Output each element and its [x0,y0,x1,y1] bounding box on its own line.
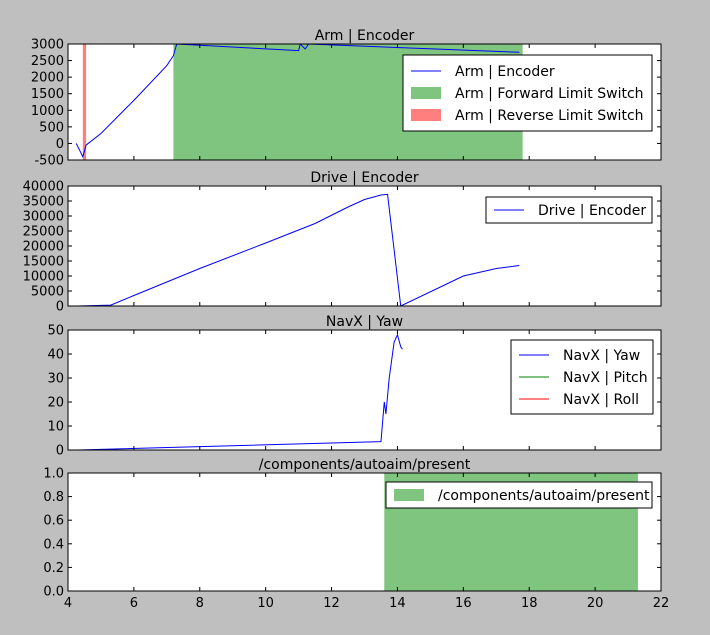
y-tick-label: 35000 [23,195,64,210]
y-tick-label: 0.2 [43,561,64,576]
series-line [77,193,520,306]
y-tick-label: 500 [39,120,64,135]
y-tick-label: 15000 [23,255,64,270]
x-tick-label: 4 [64,596,72,611]
y-tick-label: 25000 [23,225,64,240]
legend: NavX | Yaw NavX | Pitch NavX | Roll [510,339,654,415]
y-tick-label: 0.0 [43,585,64,600]
subplot-title: Drive | Encoder [310,170,418,186]
y-tick-label: 0 [56,137,64,152]
y-tick-label: 40 [47,348,64,363]
x-tick-label: 8 [196,596,204,611]
y-tick-label: 0.6 [43,514,64,529]
subplot-2: 0500010000150002000025000300003500040000… [23,170,662,315]
subplot-title: /components/autoaim/present [259,457,471,473]
x-tick-label: 18 [521,596,538,611]
x-tick-label: 12 [323,596,340,611]
legend-entry: Arm | Encoder [455,64,555,80]
y-tick-label: 50 [47,324,64,339]
x-tick-label: 20 [587,596,604,611]
axes-frame [67,329,662,451]
legend-entry: Arm | Reverse Limit Switch [455,108,644,124]
subplot-4: 0.0 0.2 0.4 0.6 0.8 1.0 4 6 8 10 12 14 16 18 20 22/comp… [43,457,669,611]
x-tick-label: 6 [130,596,138,611]
series-line [77,333,403,450]
y-tick-label: 0.8 [43,490,64,505]
legend-entry: NavX | Pitch [563,370,648,386]
legend-entry: /components/autoaim/present [438,488,650,504]
y-tick-label: 2000 [31,71,64,86]
y-tick-label: 30 [47,372,64,387]
subplot-title: Arm | Encoder [315,28,415,44]
subplot-title: NavX | Yaw [326,314,403,330]
span-region [82,44,87,160]
legend-swatch [411,87,441,99]
y-tick-label: 2500 [31,54,64,69]
x-tick-label: 14 [389,596,406,611]
y-tick-label: 3000 [31,38,64,53]
series-line [75,44,520,159]
legend: /components/autoaim/present [385,481,653,509]
x-tick-label: 10 [257,596,274,611]
y-tick-label: 20 [47,396,64,411]
legend: Drive | Encoder [485,196,653,224]
axes-frame [67,472,662,592]
legend-frame [402,54,653,132]
legend-swatch [411,109,441,121]
legend-entry: Drive | Encoder [538,203,646,219]
legend-entry: NavX | Yaw [563,348,640,364]
y-tick-label: 20000 [23,240,64,255]
y-tick-label: 0.4 [43,537,64,552]
y-tick-label: 40000 [23,180,64,195]
y-tick-label: 30000 [23,210,64,225]
y-tick-label: 10000 [23,270,64,285]
legend-swatch [394,489,424,501]
y-tick-label: -500 [34,154,64,169]
y-tick-label: 1500 [31,87,64,102]
subplot-3: 0 10 20 30 40 50 NavX | Yaw NavX | Yaw NavX | Pi… [47,314,662,459]
y-tick-label: 10 [47,420,64,435]
axes-frame [67,43,662,161]
legend-frame [385,481,653,509]
legend-entry: Arm | Forward Limit Switch [455,86,644,102]
y-tick-label: 1.0 [43,467,64,482]
y-tick-label: 0 [56,300,64,315]
x-tick-label: 16 [455,596,472,611]
x-tick-label: 22 [653,596,670,611]
legend-entry: NavX | Roll [563,392,639,408]
y-tick-label: 5000 [31,285,64,300]
y-tick-label: 0 [56,444,64,459]
legend: Arm | Encoder Arm | Forward Limit Switch A… [402,54,653,132]
y-tick-label: 1000 [31,104,64,119]
